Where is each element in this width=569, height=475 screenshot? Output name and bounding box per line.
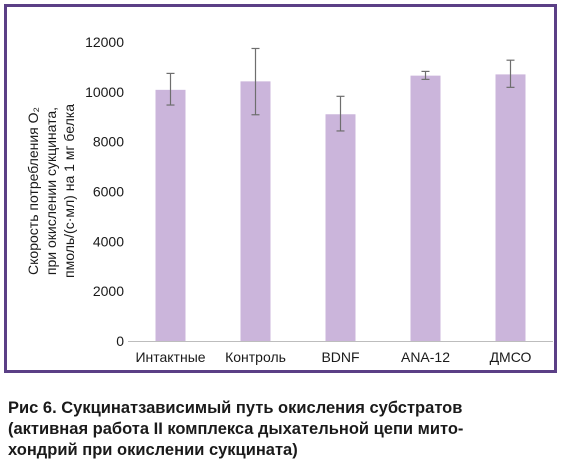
y-tick-label: 10000 — [85, 84, 124, 100]
y-tick-label: 12000 — [85, 34, 124, 50]
y-axis-ticks: 0 2000 4000 6000 8000 10000 12000 — [85, 34, 124, 349]
x-tick-label: ДМСО — [490, 349, 532, 365]
bar-1 — [155, 89, 186, 341]
x-axis-tick-labels: Интактные Контроль BDNF ANA-12 ДМСО — [135, 349, 531, 365]
bar-4 — [410, 75, 441, 341]
bar-3 — [325, 114, 356, 341]
y-tick-label: 2000 — [93, 283, 124, 299]
y-tick-label: 4000 — [93, 233, 124, 249]
x-tick-label: Интактные — [135, 349, 205, 365]
bar-chart: Скорость потребления O₂ при окислении сук… — [25, 34, 553, 365]
error-bar-3 — [336, 95, 345, 132]
y-axis-label-line-1: Скорость потребления O₂ — [25, 107, 41, 275]
error-bar-2 — [251, 47, 260, 116]
bar-5 — [495, 74, 526, 342]
x-tick-label: BDNF — [321, 349, 359, 365]
x-tick-label: Контроль — [225, 349, 286, 365]
y-axis-label-line-3: пмоль/(с·мл) на 1 мг белка — [61, 104, 77, 278]
y-tick-label: 6000 — [93, 184, 124, 200]
caption-line-2: (активная работа II комплекса дыхательно… — [8, 420, 464, 438]
caption-line-1: Рис 6. Сукцинатзависимый путь окисления … — [8, 399, 463, 417]
chart-frame — [4, 4, 557, 373]
error-bar-4 — [421, 70, 430, 80]
y-tick-label: 0 — [116, 333, 124, 349]
y-axis-label: Скорость потребления O₂ при окислении сук… — [25, 104, 77, 278]
bars — [155, 74, 526, 342]
caption-line-3: хондрий при окислении сукцината) — [8, 441, 298, 459]
x-tick-label: ANA-12 — [401, 349, 450, 365]
figure-caption: Рис 6. Сукцинатзависимый путь окисления … — [8, 398, 560, 461]
bar-2 — [240, 81, 271, 341]
y-axis-label-line-2: при окислении сукцината, — [43, 107, 59, 275]
error-bars — [166, 47, 515, 132]
error-bar-1 — [166, 72, 175, 106]
error-bar-5 — [506, 59, 515, 88]
y-tick-label: 8000 — [93, 134, 124, 150]
